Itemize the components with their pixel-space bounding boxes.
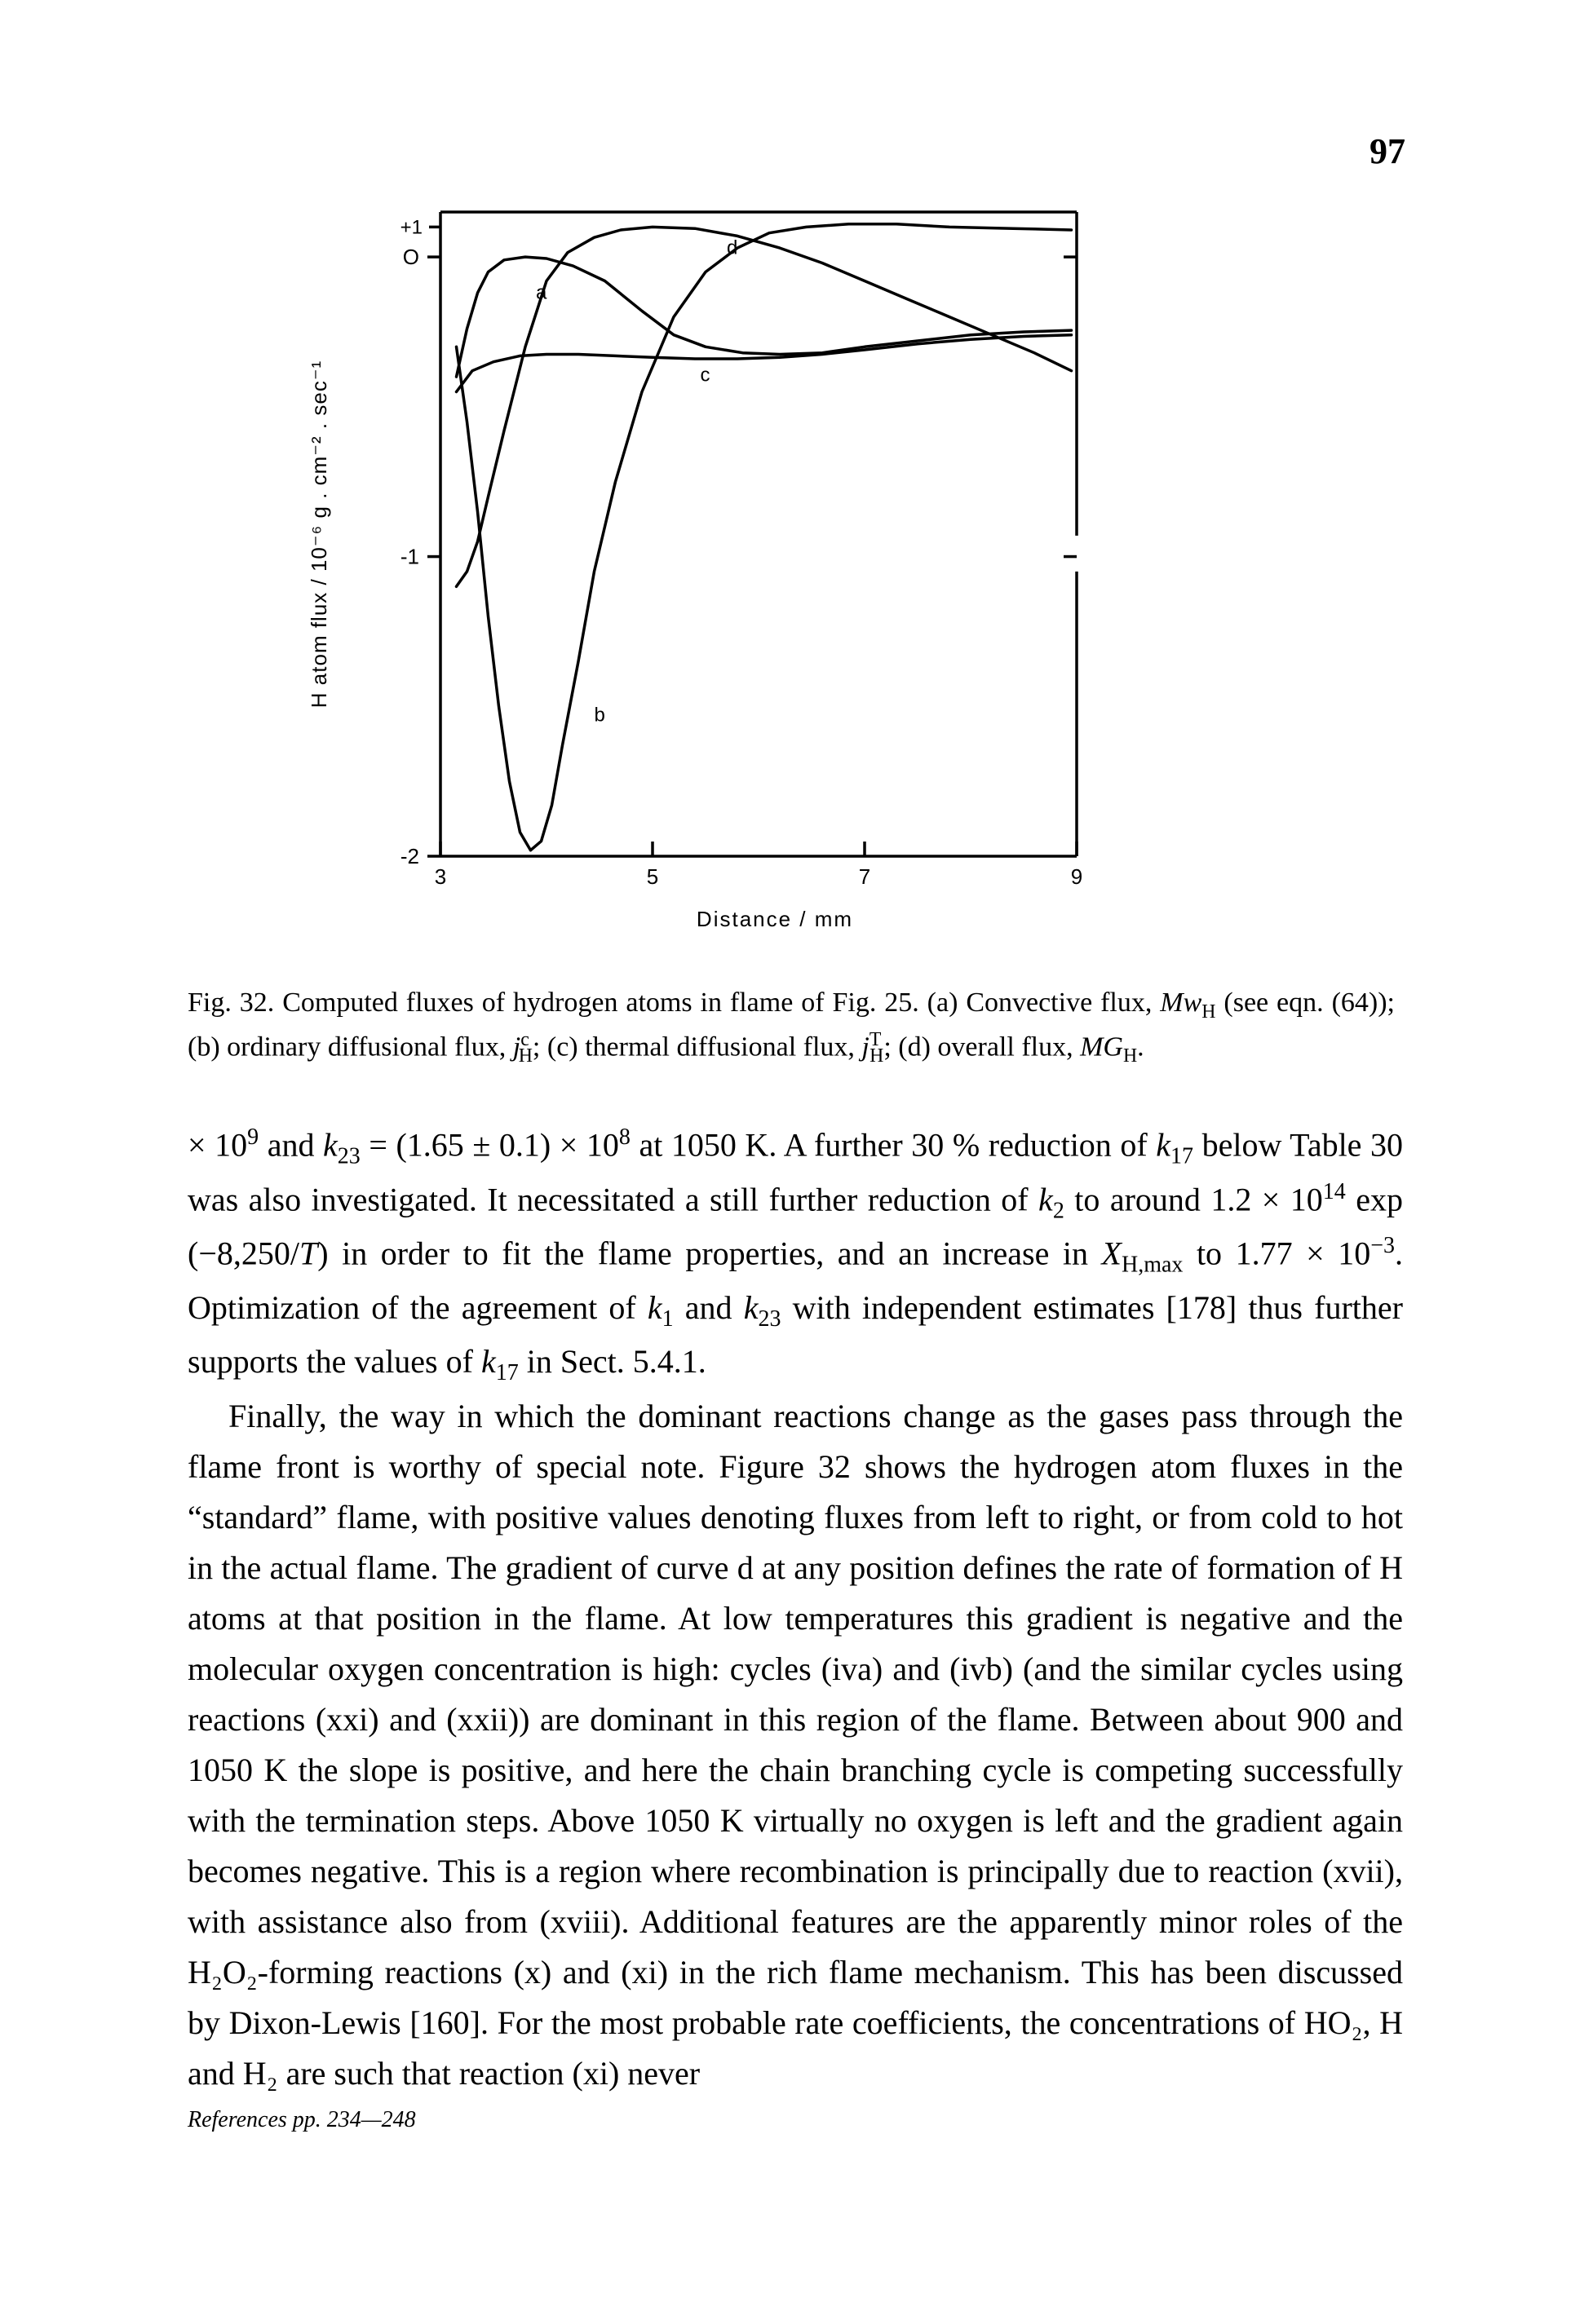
body-text: × 109 and k23 = (1.65 ± 0.1) × 108 at 10…	[188, 1120, 1403, 2099]
svg-text:H atom flux / 10⁻⁶ g . c: H atom flux / 10⁻⁶ g . cm⁻² . sec⁻¹	[307, 360, 331, 708]
svg-text:7: 7	[859, 864, 870, 889]
references-line: References pp. 234—248	[188, 2107, 1405, 2133]
caption-text: Fig. 32. Computed fluxes of hydrogen ato…	[188, 987, 1160, 1018]
t: at 1050 K. A further 30 % reduction of	[631, 1126, 1156, 1163]
t: × 10	[188, 1126, 247, 1163]
caption-sym-mwh: Mw	[1160, 987, 1201, 1018]
svg-text:d: d	[727, 236, 737, 258]
t: 2	[1053, 1198, 1064, 1223]
caption-sym-jth: j	[861, 1032, 869, 1063]
t: in Sect. 5.4.1.	[519, 1343, 706, 1380]
t: k	[744, 1289, 759, 1326]
caption-sym-jth-sub: H	[870, 1045, 883, 1067]
paragraph-1: × 109 and k23 = (1.65 ± 0.1) × 108 at 10…	[188, 1120, 1403, 1391]
t: k	[648, 1289, 662, 1326]
t: k	[481, 1343, 496, 1380]
caption-text: ; (c) thermal diffusional flux,	[533, 1032, 861, 1063]
caption-sym-jch-sub: H	[519, 1045, 533, 1067]
caption-text: .	[1137, 1032, 1144, 1063]
caption-text: ; (d) overall flux,	[883, 1032, 1080, 1063]
svg-text:-2: -2	[400, 844, 419, 868]
t: 14	[1323, 1179, 1346, 1204]
t: −3	[1370, 1233, 1395, 1258]
t: and	[259, 1126, 323, 1163]
t: k	[1156, 1126, 1170, 1163]
t: = (1.65 ± 0.1) × 10	[361, 1126, 619, 1163]
svg-text:+1: +1	[400, 216, 423, 238]
caption-sym-mwh-sub: H	[1201, 1001, 1215, 1023]
svg-text:Distance / mm: Distance / mm	[697, 907, 853, 931]
t: 17	[1170, 1143, 1193, 1169]
figure-caption: Fig. 32. Computed fluxes of hydrogen ato…	[188, 983, 1395, 1071]
t: ) in order to fit the flame properties, …	[317, 1235, 1101, 1272]
page-number: 97	[1370, 130, 1405, 172]
paragraph-2: Finally, the way in which the dominant r…	[188, 1391, 1403, 2099]
t: 17	[496, 1360, 519, 1385]
svg-text:5: 5	[647, 864, 658, 889]
figure-32: -2 -1 O +1 3 5 7 9 Distance / mm H atom flux / 10…	[261, 188, 1109, 958]
svg-text:O: O	[403, 245, 419, 269]
caption-sym-mgh: MG	[1080, 1032, 1123, 1063]
flux-chart-svg: -2 -1 O +1 3 5 7 9 Distance / mm H atom flux / 10…	[261, 188, 1109, 954]
svg-text:3: 3	[435, 864, 446, 889]
t: 23	[758, 1306, 781, 1332]
svg-text:c: c	[701, 365, 710, 387]
t: k	[323, 1126, 338, 1163]
t: 23	[338, 1143, 361, 1169]
t: and	[674, 1289, 744, 1326]
svg-text:-1: -1	[400, 545, 419, 569]
t: 1	[662, 1306, 674, 1332]
svg-text:9: 9	[1071, 864, 1082, 889]
t: k	[1038, 1181, 1053, 1217]
t: 9	[247, 1124, 259, 1150]
t: 8	[619, 1124, 631, 1150]
t: to around 1.2 × 10	[1064, 1181, 1323, 1217]
t: X	[1102, 1235, 1122, 1272]
svg-text:b: b	[595, 705, 605, 727]
t: H,max	[1122, 1253, 1183, 1278]
caption-sym-mgh-sub: H	[1123, 1045, 1137, 1067]
t: to 1.77 × 10	[1183, 1235, 1370, 1272]
t: T	[299, 1235, 317, 1272]
